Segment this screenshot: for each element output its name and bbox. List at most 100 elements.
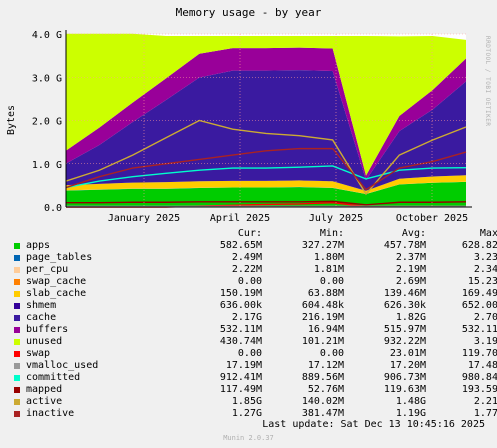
legend-min-value: 604.48k (301, 300, 344, 311)
legend-swatch (14, 255, 20, 261)
line-active (65, 119, 467, 196)
y-tick-label: 0.0 (44, 203, 62, 214)
legend-max-value: 15.23M (467, 276, 497, 287)
legend-max-value: 193.59M (461, 384, 497, 395)
legend-cur-value: 912.41M (219, 372, 262, 383)
legend-row: apps 582.65M 327.27M 457.78M 628.82M (14, 240, 497, 252)
area-buffers (66, 47, 466, 180)
legend-avg-value: 1.19G (395, 408, 426, 419)
legend-min-value: 16.94M (307, 324, 344, 335)
legend-cur-value: 0.00 (237, 276, 262, 287)
legend-avg-value: 626.30k (383, 300, 426, 311)
legend-min-value: 381.47M (301, 408, 344, 419)
legend-series-name: slab_cache (26, 288, 87, 299)
legend-max-value: 628.82M (461, 240, 497, 251)
legend-cur-value: 532.11M (219, 324, 262, 335)
legend-swatch (14, 339, 20, 345)
legend-header-max: Max: (479, 228, 497, 239)
legend-min-value: 216.19M (301, 312, 344, 323)
legend-header-avg: Avg: (401, 228, 426, 239)
legend-table: Cur: Min: Avg: Max: apps 582.65M 327.27M 45… (14, 228, 497, 420)
legend-row: unused 430.74M 101.21M 932.22M 3.19G (14, 336, 497, 348)
legend-max-value: 980.84M (461, 372, 497, 383)
legend-cur-value: 117.49M (219, 384, 262, 395)
y-tick-label: 2.0 G (32, 117, 62, 128)
area-cache (66, 70, 466, 191)
legend-max-value: 2.21G (473, 396, 497, 407)
chart-title: Memory usage - by year (175, 6, 322, 19)
legend-max-value: 3.19G (473, 336, 497, 347)
legend-cur-value: 150.19M (219, 288, 262, 299)
legend-swatch (14, 327, 20, 333)
area-unused (66, 33, 466, 176)
legend-series-name: inactive (26, 408, 75, 419)
legend-cur-value: 2.49M (231, 252, 262, 263)
legend-cur-value: 2.22M (231, 264, 262, 275)
legend-row: vmalloc_used 17.19M 17.12M 17.20M 17.48M (14, 360, 497, 372)
legend-max-value: 3.23M (473, 252, 497, 263)
legend-max-value: 17.48M (467, 360, 497, 371)
legend-min-value: 0.00 (319, 276, 344, 287)
legend-min-value: 327.27M (301, 240, 344, 251)
legend-swatch (14, 279, 20, 285)
legend-series-name: committed (26, 372, 81, 383)
legend-min-value: 1.80M (313, 252, 344, 263)
legend-header-min: Min: (319, 228, 344, 239)
legend-row: page_tables 2.49M 1.80M 2.37M 3.23M (14, 252, 497, 264)
legend-swatch (14, 267, 20, 273)
legend-max-value: 2.34M (473, 264, 497, 275)
y-tick-label: 1.0 G (32, 160, 62, 171)
legend-cur-value: 582.65M (219, 240, 262, 251)
legend-cur-value: 2.17G (231, 312, 262, 323)
legend-avg-value: 1.48G (395, 396, 426, 407)
legend-swatch (14, 303, 20, 309)
legend-series-name: shmem (26, 300, 57, 311)
area-page-tables (66, 181, 466, 195)
legend-avg-value: 17.20M (389, 360, 426, 371)
legend-max-value: 2.70G (473, 312, 497, 323)
legend-series-name: active (26, 396, 63, 407)
legend-series-name: page_tables (26, 252, 93, 263)
legend-max-value: 119.70M (461, 348, 497, 359)
legend-header-cur: Cur: (237, 228, 262, 239)
legend-min-value: 140.02M (301, 396, 344, 407)
legend-series-name: swap_cache (26, 276, 87, 287)
legend-series-name: apps (26, 240, 51, 251)
legend-min-value: 889.56M (301, 372, 344, 383)
legend-row: swap_cache 0.00 0.00 2.69M 15.23M (14, 276, 497, 288)
munin-version: Munin 2.0.37 (223, 434, 274, 442)
legend-swatch (14, 375, 20, 381)
rrdtool-credit: RRDTOOL / TOBI OETIKER (484, 36, 491, 127)
legend-max-value: 169.49M (461, 288, 497, 299)
legend-row: inactive 1.27G 381.47M 1.19G 1.77G (14, 408, 497, 420)
line-mapped (66, 200, 467, 206)
legend-series-name: swap (26, 348, 51, 359)
area-slab-cache (66, 175, 466, 194)
y-tick-label: 4.0 G (32, 30, 62, 41)
legend-min-value: 52.76M (307, 384, 344, 395)
legend-avg-value: 515.97M (383, 324, 426, 335)
legend-min-value: 1.81M (313, 264, 344, 275)
area-per-cpu (66, 181, 466, 194)
legend-row: cache 2.17G 216.19M 1.82G 2.70G (14, 312, 497, 324)
legend-avg-value: 23.01M (389, 348, 426, 359)
axis-layer: 0.0 1.0 G 2.0 G 3.0 G 4.0 G January 2025 April… (32, 30, 472, 224)
legend-row: committed 912.41M 889.56M 906.73M 980.84M (14, 372, 497, 384)
legend-swatch (14, 351, 20, 357)
legend-header-row: Cur: Min: Avg: Max: (14, 228, 497, 240)
legend-swatch (14, 411, 20, 417)
legend-min-value: 17.12M (307, 360, 344, 371)
legend-avg-value: 457.78M (383, 240, 426, 251)
legend-row: swap 0.00 0.00 23.01M 119.70M (14, 348, 497, 360)
legend-swatch (14, 387, 20, 393)
legend-min-value: 0.00 (319, 348, 344, 359)
x-tick-label: April 2025 (210, 213, 270, 224)
legend-row: buffers 532.11M 16.94M 515.97M 532.11M (14, 324, 497, 336)
legend-row: slab_cache 150.19M 63.88M 139.46M 169.49M (14, 288, 497, 300)
legend-min-value: 63.88M (307, 288, 344, 299)
legend-avg-value: 906.73M (383, 372, 426, 383)
legend-swatch (14, 363, 20, 369)
legend-cur-value: 636.00k (219, 300, 262, 311)
legend-cur-value: 430.74M (219, 336, 262, 347)
legend-series-name: mapped (26, 384, 63, 395)
